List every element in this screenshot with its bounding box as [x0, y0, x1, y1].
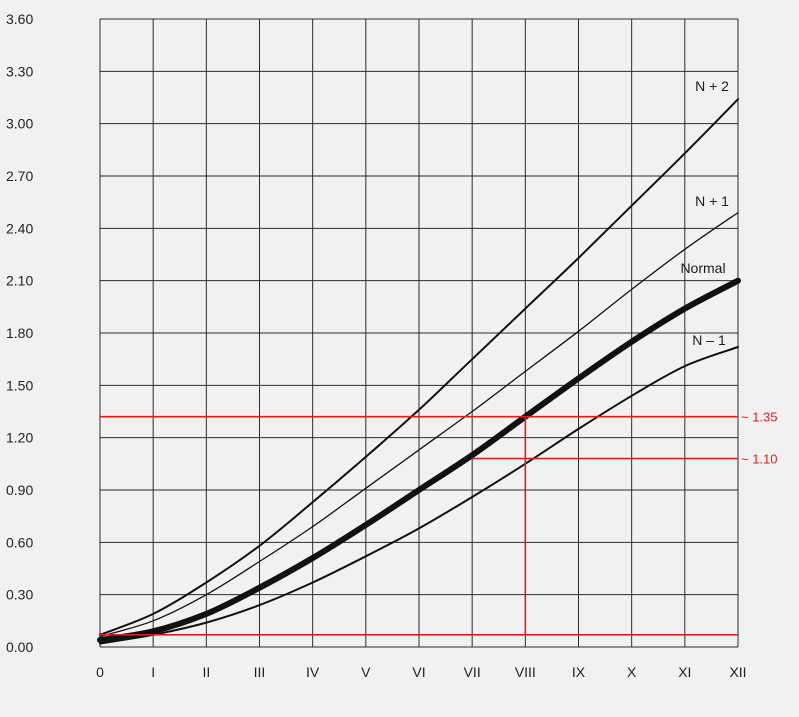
series-line-n-1 — [99, 211, 739, 638]
y-tick-label: 1.80 — [6, 325, 33, 341]
annotation-label: ~ 1.10 — [741, 452, 778, 467]
y-tick-label: 3.30 — [6, 63, 33, 79]
series-line-normal — [97, 277, 741, 643]
x-tick-label: VI — [412, 664, 425, 680]
annotation-label: ~ 1.35 — [741, 410, 778, 425]
x-tick-label: XI — [678, 664, 691, 680]
y-tick-labels: 0.00 0.30 0.60 0.90 1.20 1.50 1.80 2.10 2.40 2.70… — [6, 11, 33, 655]
y-tick-label: 0.30 — [6, 587, 33, 603]
y-tick-label: 2.10 — [6, 273, 33, 289]
x-tick-label: IV — [306, 664, 320, 680]
x-tick-label: XII — [729, 664, 746, 680]
y-tick-label: 0.60 — [6, 534, 33, 550]
x-tick-label: 0 — [96, 664, 104, 680]
series-line-n-1 — [99, 346, 739, 645]
y-tick-label: 0.90 — [6, 482, 33, 498]
y-tick-label: 1.50 — [6, 377, 33, 393]
series-label: N + 1 — [695, 193, 729, 209]
y-tick-label: 1.20 — [6, 430, 33, 446]
x-tick-label: X — [627, 664, 637, 680]
x-tick-label: III — [254, 664, 266, 680]
series-layer — [97, 98, 741, 645]
x-tick-label: II — [202, 664, 210, 680]
x-tick-label: VIII — [515, 664, 536, 680]
x-tick-label: VII — [464, 664, 481, 680]
series-label: N – 1 — [692, 332, 726, 348]
x-tick-label: IX — [572, 664, 586, 680]
series-label: Normal — [680, 260, 725, 276]
y-tick-label: 3.00 — [6, 116, 33, 132]
y-tick-label: 2.70 — [6, 168, 33, 184]
y-tick-label: 2.40 — [6, 220, 33, 236]
y-tick-label: 0.00 — [6, 639, 33, 655]
annotation-layer: ~ 1.35 ~ 1.10 — [100, 410, 778, 636]
x-tick-label: V — [361, 664, 371, 680]
series-label: N + 2 — [695, 78, 729, 94]
x-tick-label: I — [151, 664, 155, 680]
y-tick-label: 3.60 — [6, 11, 33, 27]
x-tick-labels: 0 I II III IV V VI VII VIII IX X XI XII — [96, 664, 746, 680]
series-label-layer: N + 2 N + 1 Normal N – 1 — [680, 78, 729, 348]
series-line-n-2 — [99, 98, 739, 636]
